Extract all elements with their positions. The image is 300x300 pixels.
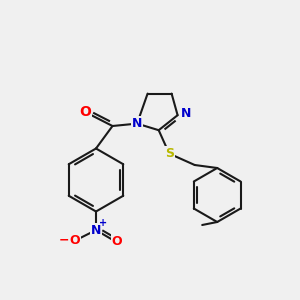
Text: O: O [70,234,80,247]
Text: +: + [98,218,107,228]
Text: N: N [132,117,142,130]
Text: O: O [112,235,122,248]
Text: O: O [79,105,91,119]
Text: N: N [181,107,191,120]
Text: S: S [165,147,174,160]
Text: N: N [91,224,101,237]
Text: −: − [58,233,69,247]
